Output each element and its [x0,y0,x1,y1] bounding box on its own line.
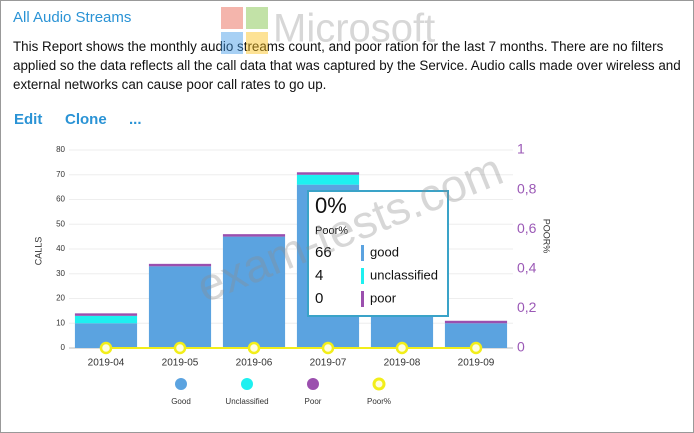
y-tick-label: 50 [56,219,65,228]
logo-square [246,7,268,29]
x-tick-label: 2019-06 [236,358,273,369]
tooltip-title: 0% [315,193,347,218]
y-tick-label: 20 [56,294,65,303]
y2-tick-label: 0,2 [517,299,537,315]
legend-marker [372,377,386,391]
line-marker [247,341,261,355]
legend-label: Good [171,397,191,406]
y2-tick-label: 1 [517,141,525,157]
bar-segment [296,172,360,175]
line-marker [99,341,113,355]
logo-square [221,7,243,29]
x-tick-label: 2019-08 [384,358,421,369]
y-tick-label: 60 [56,195,65,204]
tooltip-value: 0 [315,290,323,307]
legend-marker [175,378,187,390]
report-title: All Audio Streams [13,9,132,26]
y-tick-label: 30 [56,269,65,278]
bar-segment [148,263,212,267]
edit-button[interactable]: Edit [14,111,43,128]
line-marker [395,341,409,355]
y2-axis-label: POOR% [542,219,552,254]
y-tick-label: 70 [56,170,65,179]
bar-segment [222,234,286,237]
tooltip-value: 4 [315,267,323,284]
x-tick-label: 2019-04 [88,358,125,369]
legend-marker [307,378,319,390]
tooltip-box [307,190,449,317]
bar-segment [296,174,360,185]
legend-marker [241,378,253,390]
bar-segment [222,236,286,348]
tooltip-label: unclassified [370,267,438,282]
logo-square [221,32,243,54]
line-marker [469,341,483,355]
line-marker [173,341,187,355]
line-marker [321,341,335,355]
legend-label: Poor% [367,397,391,406]
tooltip-value: 66 [315,244,332,261]
x-tick-label: 2019-05 [162,358,199,369]
y2-tick-label: 0,4 [517,260,537,276]
y2-tick-label: 0,8 [517,180,537,196]
tooltip-swatch [361,268,364,284]
y-tick-label: 40 [56,244,65,253]
x-tick-label: 2019-09 [458,358,495,369]
legend-label: Unclassified [225,397,268,406]
logo-square [246,32,268,54]
watermark: Microsoft [273,7,435,51]
y-tick-label: 0 [61,343,66,352]
y-tick-label: 10 [56,318,65,327]
report-description: This Report shows the monthly audio stre… [13,39,681,92]
legend-label: Poor [305,397,322,406]
bar-segment [148,266,212,348]
x-tick-label: 2019-07 [310,358,347,369]
y-tick-label: 80 [56,145,65,154]
tooltip-subtitle: Poor% [315,225,348,237]
y2-tick-label: 0,6 [517,220,537,236]
bar-segment [444,320,508,324]
tooltip-swatch [361,291,364,307]
tooltip-swatch [361,245,364,261]
y-axis-label: CALLS [33,237,43,266]
tooltip-label: good [370,244,399,259]
more-button[interactable]: ... [129,111,142,128]
bar-segment [74,313,138,316]
bar-segment [74,315,138,324]
y2-tick-label: 0 [517,339,525,355]
tooltip-label: poor [370,290,397,305]
clone-button[interactable]: Clone [65,111,107,128]
